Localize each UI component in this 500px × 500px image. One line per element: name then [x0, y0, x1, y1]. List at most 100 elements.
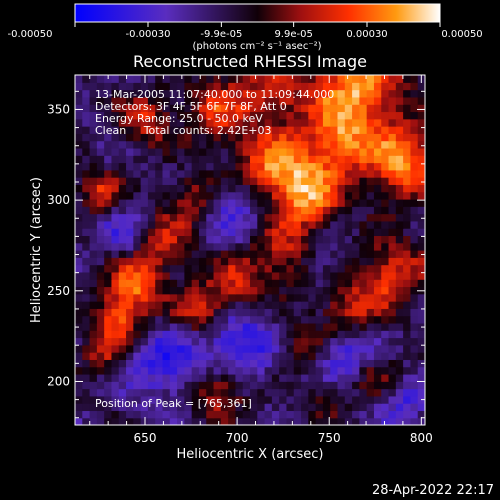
heatmap-cell — [89, 155, 98, 164]
heatmap-cell — [264, 279, 273, 288]
heatmap-cell — [184, 257, 193, 266]
heatmap-cell — [322, 322, 331, 331]
heatmap-cell — [126, 235, 134, 244]
heatmap-cell — [177, 388, 185, 397]
heatmap-cell — [279, 286, 288, 295]
heatmap-cell — [89, 417, 98, 425]
heatmap-cell — [133, 250, 142, 258]
heatmap-cell — [118, 155, 127, 164]
heatmap-cell — [359, 104, 368, 113]
heatmap-cell — [140, 213, 149, 222]
heatmap-cell — [82, 352, 91, 360]
heatmap-cell — [330, 213, 339, 222]
heatmap-cell — [155, 82, 164, 91]
heatmap-cell — [228, 75, 237, 83]
heatmap-cell — [366, 293, 375, 302]
heatmap-cell — [75, 220, 83, 229]
heatmap-cell — [206, 162, 215, 171]
heatmap-cell — [315, 75, 324, 83]
heatmap-cell — [162, 147, 171, 156]
heatmap-cell — [228, 250, 237, 258]
heatmap-cell — [359, 366, 368, 375]
heatmap-cell — [206, 155, 215, 164]
heatmap-cell — [169, 410, 178, 419]
heatmap-cell — [308, 89, 317, 98]
heatmap-cell — [286, 133, 295, 142]
heatmap-cell — [75, 198, 83, 207]
heatmap-cell — [220, 264, 229, 273]
heatmap-cell — [82, 293, 91, 302]
heatmap-cell — [104, 381, 113, 390]
heatmap-cell — [250, 235, 258, 244]
heatmap-cell — [293, 126, 302, 134]
heatmap-cell — [410, 169, 419, 178]
heatmap-cell — [198, 359, 207, 368]
heatmap-cell — [344, 344, 353, 353]
heatmap-cell — [206, 403, 215, 412]
heatmap-cell — [366, 155, 375, 164]
heatmap-cell — [162, 220, 171, 229]
heatmap-cell — [352, 352, 360, 360]
heatmap-cell — [388, 133, 397, 142]
heatmap-cell — [286, 140, 295, 149]
heatmap-cell — [373, 89, 382, 98]
heatmap-cell — [96, 126, 105, 134]
heatmap-cell — [250, 250, 258, 258]
heatmap-cell — [315, 315, 324, 324]
heatmap-cell — [366, 330, 375, 339]
heatmap-cell — [75, 352, 83, 360]
heatmap-cell — [381, 410, 390, 419]
heatmap-cell — [388, 155, 397, 164]
heatmap-cell — [315, 271, 324, 280]
heatmap-cell — [301, 264, 309, 273]
heatmap-cell — [352, 104, 360, 113]
heatmap-cell — [235, 169, 244, 178]
heatmap-cell — [191, 206, 200, 215]
heatmap-cell — [155, 322, 164, 331]
heatmap-cell — [403, 162, 412, 171]
heatmap-cell — [395, 235, 404, 244]
heatmap-cell — [118, 111, 127, 120]
heatmap-cell — [140, 126, 149, 134]
heatmap-cell — [162, 344, 171, 353]
heatmap-cell — [213, 118, 222, 127]
heatmap-cell — [344, 177, 353, 185]
heatmap-cell — [330, 395, 339, 404]
heatmap-cell — [118, 271, 127, 280]
heatmap-cell — [373, 271, 382, 280]
heatmap-cell — [89, 118, 98, 127]
heatmap-cell — [308, 191, 317, 200]
heatmap-cell — [228, 169, 237, 178]
heatmap-cell — [198, 198, 207, 207]
heatmap-cell — [162, 126, 171, 134]
heatmap-cell — [250, 330, 258, 339]
heatmap-cell — [257, 126, 266, 134]
heatmap-cell — [169, 242, 178, 251]
heatmap-cell — [82, 169, 91, 178]
heatmap-cell — [373, 308, 382, 317]
heatmap-cell — [75, 301, 83, 309]
heatmap-cell — [366, 337, 375, 346]
heatmap-cell — [286, 381, 295, 390]
heatmap-cell — [308, 206, 317, 215]
heatmap-cell — [403, 337, 412, 346]
heatmap-cell — [359, 198, 368, 207]
heatmap-cell — [286, 410, 295, 419]
heatmap-cell — [388, 147, 397, 156]
heatmap-cell — [366, 96, 375, 105]
heatmap-cell — [155, 169, 164, 178]
heatmap-cell — [257, 322, 266, 331]
heatmap-cell — [191, 147, 200, 156]
heatmap-cell — [337, 191, 346, 200]
heatmap-cell — [162, 213, 171, 222]
heatmap-cell — [118, 242, 127, 251]
peak-position-label: Position of Peak = [765,361] — [95, 397, 252, 410]
heatmap-cell — [177, 89, 185, 98]
heatmap-cell — [381, 162, 390, 171]
heatmap-cell — [301, 162, 309, 171]
heatmap-cell — [330, 293, 339, 302]
heatmap-cell — [242, 352, 251, 360]
heatmap-cell — [381, 403, 390, 412]
heatmap-cell — [140, 410, 149, 419]
heatmap-cell — [344, 162, 353, 171]
